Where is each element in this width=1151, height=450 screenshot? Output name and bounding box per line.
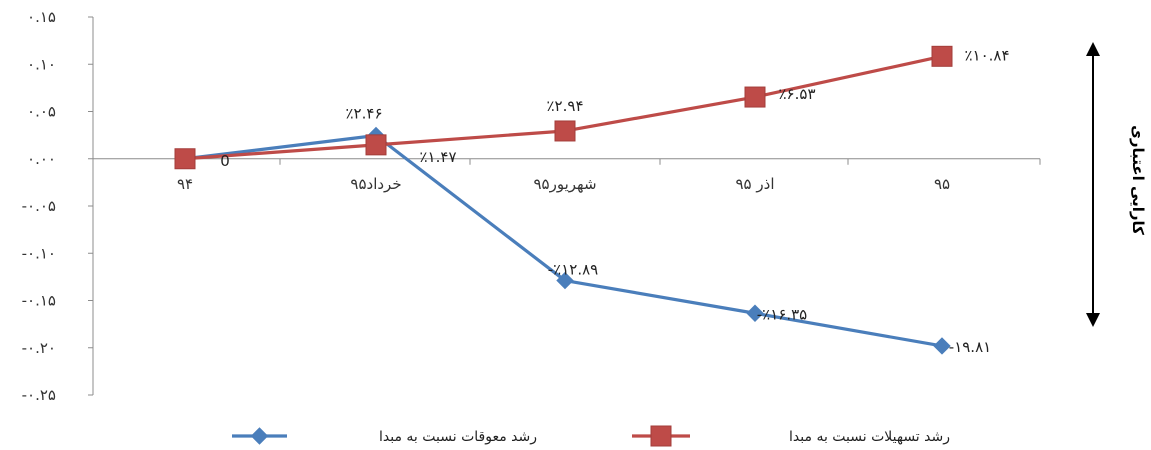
side-label: کارایی اعتباری [1129, 125, 1147, 235]
y-tick-label: -۰.۲۵ [22, 386, 56, 404]
legend-label: رشد تسهیلات نسبت به مبدا [789, 429, 950, 445]
data-label: -۱۹.۸۱ [949, 338, 991, 356]
legend: رشد معوقات نسبت به مبدا رشد تسهیلات نسبت … [232, 425, 950, 447]
legend-label: رشد معوقات نسبت به مبدا [379, 429, 537, 445]
data-point-diamond [746, 304, 764, 322]
x-axis-categories: ۹۴ خرداد۹۵ شهریور۹۵ اذر ۹۵ ۹۵ [177, 175, 950, 193]
data-point-diamond [556, 271, 574, 290]
legend-marker-square [650, 425, 672, 447]
side-annotation: کارایی اعتباری [1086, 42, 1147, 327]
data-label: 0 [220, 152, 230, 170]
y-tick-label: ۰.۱۰ [27, 55, 56, 73]
data-point-square [554, 120, 576, 142]
y-tick-label: ۰.۰۰ [27, 150, 56, 168]
data-labels: ٪۲.۴۶ -٪۱۲.۸۹ -٪۱۶.۳۵ -۱۹.۸۱ 0 ٪۱.۴۷ ٪۲.۹۴ ٪۶.۵… [220, 46, 1009, 356]
y-tick-label: ۰.۱۵ [27, 8, 56, 26]
x-category-label: خرداد۹۵ [350, 175, 401, 193]
legend-marker-diamond [250, 427, 269, 445]
x-category-label: ۹۴ [177, 175, 193, 193]
data-label: -٪۱۲.۸۹ [548, 261, 598, 279]
x-category-label: ۹۵ [934, 175, 950, 193]
series-line-1 [184, 133, 943, 348]
data-label: -٪۱۶.۳۵ [757, 305, 807, 323]
y-tick-label: -۰.۲۰ [22, 339, 56, 357]
series-markers [174, 45, 953, 355]
data-label: ٪۱۰.۸۴ [964, 46, 1009, 64]
data-label: ٪۶.۵۳ [779, 85, 816, 103]
data-point-square [365, 134, 387, 156]
arrow-head-down [1086, 313, 1100, 327]
y-tick-label: -۰.۱۰ [22, 244, 56, 262]
data-label: ٪۱.۴۷ [420, 148, 457, 166]
data-point-square [931, 45, 953, 67]
data-point-square [744, 86, 766, 108]
data-label: ٪۲.۴۶ [346, 105, 383, 123]
y-tick-label: -۰.۱۵ [22, 292, 56, 310]
y-tick-label: -۰.۰۵ [22, 197, 56, 215]
data-point-diamond [933, 337, 951, 355]
x-category-label: اذر ۹۵ [736, 175, 775, 193]
arrow-head-up [1086, 42, 1100, 56]
y-tick-label: ۰.۰۵ [27, 103, 56, 121]
data-label: ٪۲.۹۴ [547, 97, 584, 115]
x-category-label: شهریور۹۵ [533, 175, 596, 193]
data-point-square [174, 148, 196, 170]
y-axis-ticks: ۰.۱۵ ۰.۱۰ ۰.۰۵ ۰.۰۰ -۰.۰۵ -۰.۱۰ -۰.۱۵ -۰.۲۰ -۰.۲… [22, 8, 93, 404]
